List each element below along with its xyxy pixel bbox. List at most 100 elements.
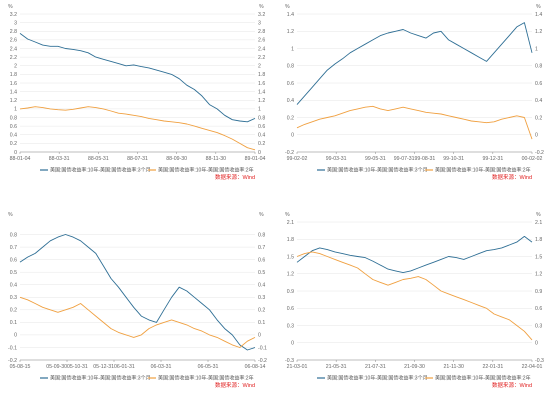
y-tick-label-right: 0.3 (258, 295, 265, 301)
legend-entry-2: 美国:国债收益率:10年-美国:国债收益率:2年 (435, 375, 531, 382)
y-tick-label-right: 0.8 (258, 232, 265, 238)
x-tick-label: 99-07-3199-08-31 (394, 156, 436, 162)
y-tick-label-left: 1.8 (287, 237, 294, 243)
y-tick-label-right: 1.8 (258, 72, 265, 78)
chart-panel-1: %% 0 0 0.2 0.2 0.4 0.4 0.6 0.6 0.8 0.8 1 1 1.2 1.2 1.4 1… (0, 0, 277, 207)
y-tick-label-left: 0.2 (10, 141, 17, 147)
series-line-2 (19, 106, 256, 151)
x-tick-label: 88-05-31 (88, 156, 109, 162)
y-tick-label-left: 0.7 (10, 245, 17, 251)
x-tick-label: 89-01-04 (245, 156, 266, 162)
y-tick-label-left: 0.2 (10, 308, 17, 314)
y-tick-label-right: 1.5 (535, 254, 542, 260)
y-tick-label-right: 0.6 (535, 306, 542, 312)
y-tick-label-left: -0.3 (285, 358, 294, 364)
source-label: 数据来源：Wind (492, 381, 532, 389)
y-tick-label-left: 0.2 (287, 115, 294, 121)
y-tick-label-left: 1.5 (287, 254, 294, 260)
y-tick-label-right: -0.3 (535, 358, 544, 364)
y-tick-label-left: 1.4 (10, 89, 17, 95)
source-label: 数据来源：Wind (215, 173, 255, 181)
series-line-1 (296, 235, 533, 274)
y-tick-label-right: 0 (258, 333, 261, 339)
y-tick-label-right: -0.2 (535, 150, 544, 156)
y-tick-label-right: 0.9 (535, 289, 542, 295)
y-tick-label-right: 0.7 (258, 245, 265, 251)
y-tick-label-left: 0 (291, 341, 294, 347)
y-tick-label-left: 0 (291, 133, 294, 139)
legend-entry-2: 美国:国债收益率:10年-美国:国债收益率:2年 (158, 167, 254, 174)
series-line-2 (296, 105, 533, 140)
chart-panel-4: %% -0.3 -0.3 0 0 0.3 0.3 0.6 0.6 0.9 0.9 1.2 1.2 1.5 1… (277, 208, 554, 415)
chart-panel-2: %% -0.2 -0.2 0 0 0.2 0.2 0.4 0.4 0.6 0.6 0.8 0.8 1 1 1.… (277, 0, 554, 207)
y-tick-label-right: 0 (258, 150, 261, 156)
y-tick-label-right: 1.2 (258, 98, 265, 104)
y-tick-label-left: 1.6 (10, 81, 17, 87)
y-tick-label-right: 2.6 (258, 38, 265, 44)
y-tick-label-left: 0.6 (287, 306, 294, 312)
y-tick-label-right: 0.6 (258, 257, 265, 263)
x-tick-label: 05-08-15 (10, 364, 31, 370)
y-tick-label-right: 0.8 (258, 115, 265, 121)
y-tick-label-right: 0.4 (258, 133, 265, 139)
y-tick-label-left: 2.4 (10, 46, 17, 52)
y-tick-label-left: 1.2 (287, 272, 294, 278)
legend-entry-1: 美国:国债收益率:10年-美国:国债收益率:3个月 (50, 167, 151, 174)
y-tick-label-left: 0.5 (10, 270, 17, 276)
y-tick-label-left: 0 (14, 333, 17, 339)
y-tick-label-left: 2.1 (287, 220, 294, 226)
y-tick-label-left: 0.6 (287, 81, 294, 87)
y-tick-label-left: 1 (291, 46, 294, 52)
y-unit-right: % (536, 4, 541, 10)
chart-svg-3: % % -0.2 -0.2 -0.1 -0.1 0 0 0.1 0.1 0.2 0.2 0.3 0.3 0.… (8, 212, 267, 389)
y-tick-label-right: 2.2 (258, 55, 265, 61)
x-tick-label: 21-05-31 (326, 364, 347, 370)
x-tick-label: 06-05-31 (198, 364, 219, 370)
series-line-2 (296, 251, 533, 341)
x-tick-label: 06-03-31 (151, 364, 172, 370)
y-tick-label-right: 1 (258, 107, 261, 113)
x-tick-label: 00-02-02 (522, 156, 543, 162)
y-tick-label-right: -0.1 (258, 345, 267, 351)
x-tick-label: 99-12-31 (482, 156, 503, 162)
source-label: 数据来源：Wind (492, 173, 532, 181)
y-tick-label-right: 1 (535, 46, 538, 52)
y-tick-label-right: 2 (258, 64, 261, 70)
y-tick-label-left: 0.8 (10, 232, 17, 238)
y-tick-label-left: 0 (14, 150, 17, 156)
y-tick-label-right: 0.6 (535, 81, 542, 87)
y-tick-label-right: 1.4 (258, 89, 265, 95)
y-tick-label-left: 0.3 (287, 323, 294, 329)
y-tick-label-left: 0.4 (287, 98, 294, 104)
y-tick-label-right: 0.6 (258, 124, 265, 130)
y-tick-label-left: 3 (14, 20, 17, 26)
y-unit-right: % (259, 4, 264, 10)
x-tick-label: 88-01-04 (10, 156, 31, 162)
y-tick-label-left: 1 (14, 107, 17, 113)
y-tick-label-left: 2.8 (10, 29, 17, 35)
y-tick-label-right: 1.2 (535, 29, 542, 35)
y-tick-label-left: 0.3 (10, 295, 17, 301)
x-tick-label: 22-04-01 (522, 364, 543, 370)
y-tick-label-left: -0.2 (285, 150, 294, 156)
y-tick-label-right: 0 (535, 133, 538, 139)
y-tick-label-left: 0.4 (10, 283, 17, 289)
y-tick-label-right: 0.2 (258, 141, 265, 147)
y-unit-left: % (8, 212, 13, 218)
legend-entry-2: 美国:国债收益率:10年-美国:国债收益率:2年 (435, 167, 531, 174)
y-tick-label-right: 1.8 (535, 237, 542, 243)
y-tick-label-right: 0.2 (535, 115, 542, 121)
y-tick-label-left: 1.2 (10, 98, 17, 104)
x-tick-label: 88-07-31 (127, 156, 148, 162)
y-tick-label-right: 1.6 (258, 81, 265, 87)
x-tick-label: 05-12-3106-01-31 (93, 364, 135, 370)
chart-svg-2: % % -0.2 -0.2 0 0 0.2 0.2 0.4 0.4 0.6 0.6 0.8 0.8 1 1 1.… (285, 4, 544, 181)
y-tick-label-left: 0.6 (10, 257, 17, 263)
x-tick-label: 99-10-31 (443, 156, 464, 162)
y-tick-label-right: 0.8 (535, 64, 542, 70)
y-tick-label-right: 0.3 (535, 323, 542, 329)
y-tick-label-right: 0.4 (535, 98, 542, 104)
y-tick-label-right: -0.2 (258, 358, 267, 364)
y-tick-label-right: 0.2 (258, 308, 265, 314)
y-tick-label-right: 1.2 (535, 272, 542, 278)
